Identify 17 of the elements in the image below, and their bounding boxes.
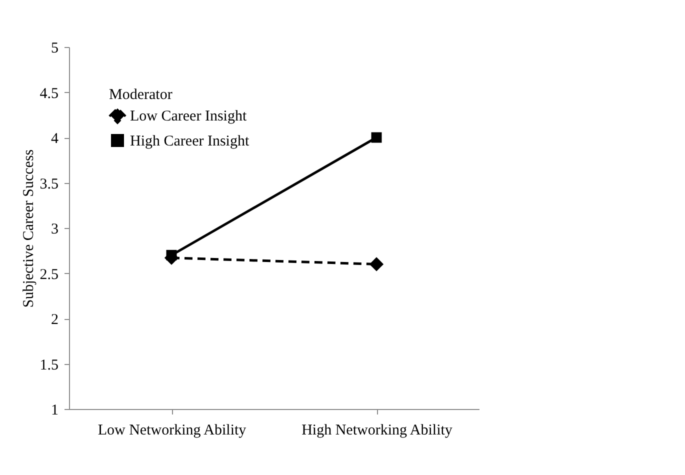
y-tick-label: 3.5 bbox=[40, 176, 58, 192]
x-tick-label: Low Networking Ability bbox=[98, 422, 247, 438]
y-tick-label: 4.5 bbox=[40, 86, 58, 102]
legend-title: Moderator bbox=[109, 87, 172, 103]
y-tick-label: 1.5 bbox=[40, 357, 58, 374]
y-tick-label: 4 bbox=[51, 131, 59, 147]
y-tick-label: 1 bbox=[51, 402, 58, 418]
point bbox=[371, 132, 382, 143]
y-tick-label: 2 bbox=[51, 312, 58, 328]
y-tick-label: 3 bbox=[51, 222, 58, 238]
point bbox=[369, 257, 384, 272]
legend-label: Low Career Insight bbox=[130, 108, 248, 124]
y-tick-label: 2.5 bbox=[40, 266, 58, 283]
y-axis-title: Subjective Career Success bbox=[20, 149, 37, 308]
legend-label: High Career Insight bbox=[130, 134, 250, 150]
y-tick-label: 5 bbox=[51, 40, 58, 56]
x-tick-label: High Networking Ability bbox=[302, 422, 453, 438]
